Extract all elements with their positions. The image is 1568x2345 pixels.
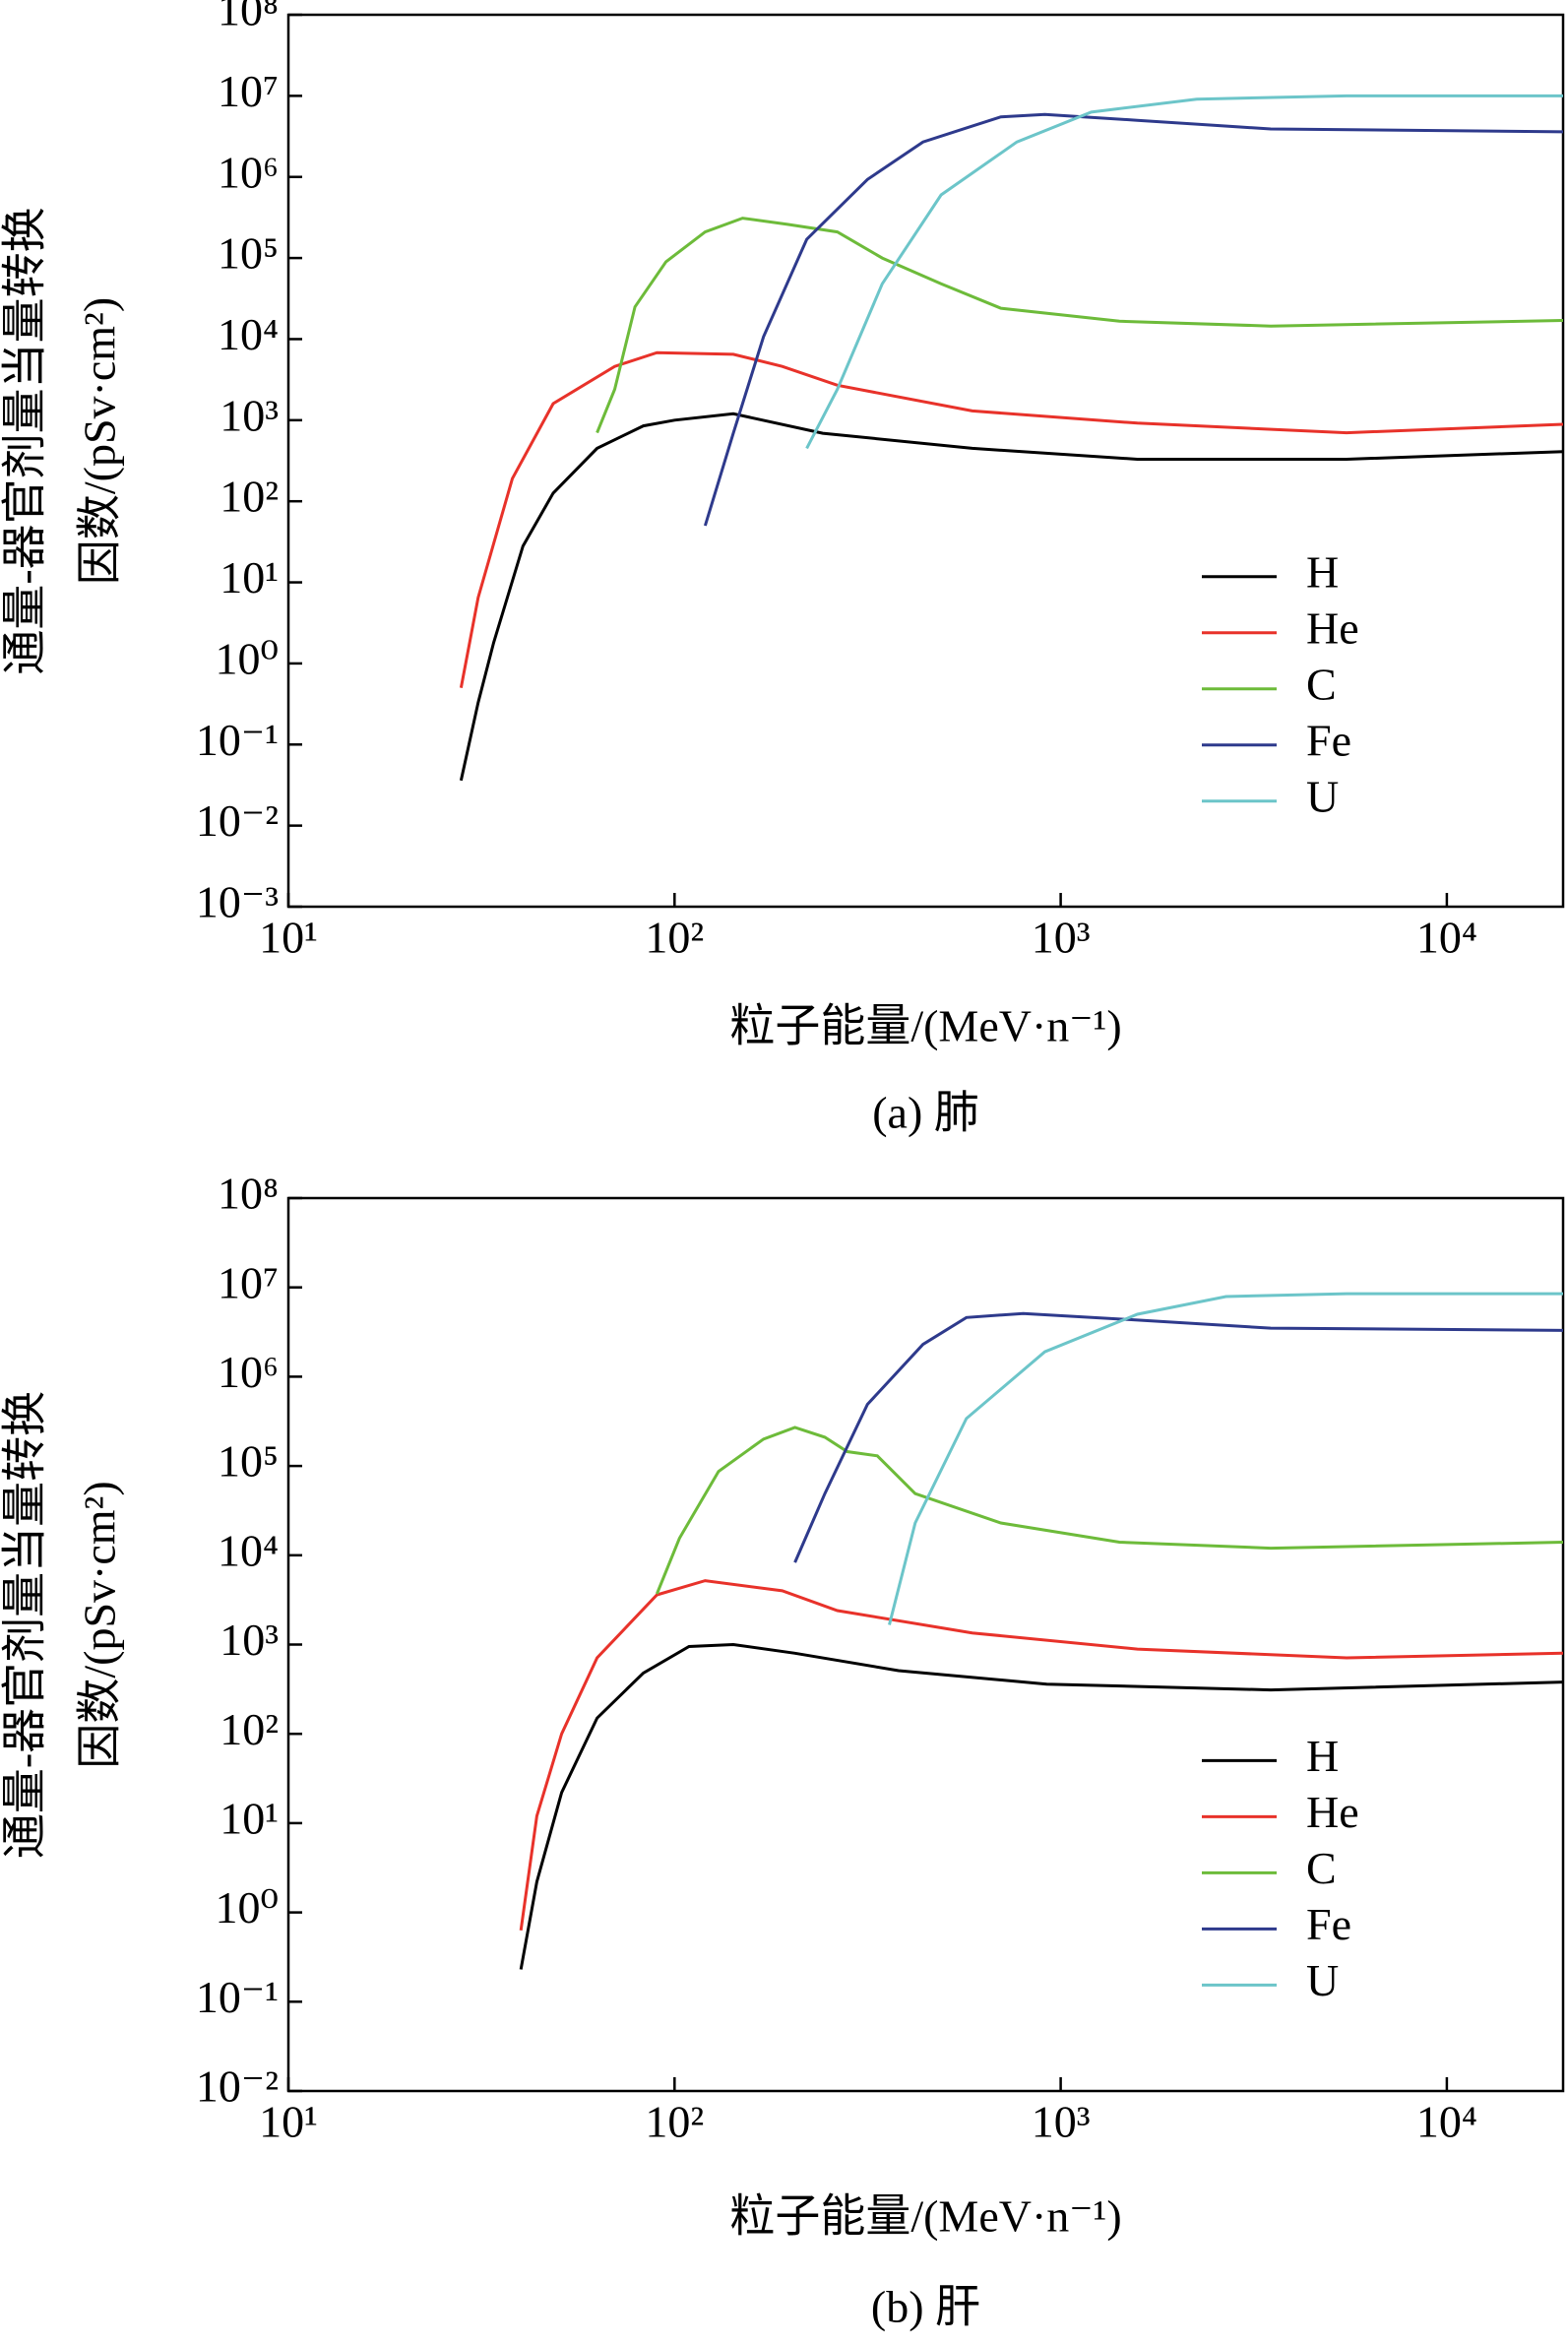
data-line xyxy=(459,412,1564,782)
y-tick-label: 10⁻² xyxy=(196,795,279,846)
y-tick-label: 10⁻¹ xyxy=(196,1972,279,2022)
y-tick-label: 10⁻¹ xyxy=(196,715,279,765)
x-tick-label: 10⁴ xyxy=(1416,913,1477,963)
x-tick-label: 10¹ xyxy=(259,2097,318,2147)
y-tick-label: 10³ xyxy=(220,390,279,440)
data-line xyxy=(793,1311,1564,1563)
legend-label: C xyxy=(1306,1843,1337,1893)
y-tick-label: 10² xyxy=(220,1704,279,1754)
y-tick-label: 10⁵ xyxy=(218,228,279,279)
data-line xyxy=(519,1642,1564,1970)
y-tick-label: 10⁶ xyxy=(218,1347,279,1397)
y-axis-label: 通量-器官剂量当量转换 xyxy=(0,207,50,674)
x-tick-label: 10¹ xyxy=(259,913,318,963)
data-line xyxy=(459,350,1564,688)
y-tick-label: 10⁻² xyxy=(196,2061,279,2112)
y-tick-label: 10⁶ xyxy=(218,147,279,197)
y-tick-label: 10⁷ xyxy=(218,66,279,116)
data-line xyxy=(703,112,1564,527)
plot-frame xyxy=(286,1196,1565,2093)
y-tick-label: 10⁴ xyxy=(218,309,279,359)
x-tick-label: 10³ xyxy=(1032,2097,1091,2147)
y-tick-label: 10² xyxy=(220,472,279,522)
y-tick-label: 10¹ xyxy=(220,552,279,602)
data-line xyxy=(519,1579,1564,1932)
legend-label: H xyxy=(1306,1731,1339,1781)
legend-label: Fe xyxy=(1306,1899,1351,1949)
y-tick-label: 10⁸ xyxy=(218,1169,279,1219)
data-line xyxy=(888,1292,1563,1625)
y-tick-label: 10⁸ xyxy=(218,0,279,35)
legend-label: U xyxy=(1306,1955,1339,2005)
legend-label: U xyxy=(1306,771,1339,821)
legend-label: He xyxy=(1306,602,1359,653)
y-tick-label: 10⁻³ xyxy=(196,877,279,927)
y-axis-label: 通量-器官剂量当量转换 xyxy=(0,1391,50,1859)
caption: (a) 肺 xyxy=(872,1088,979,1138)
y-axis-label: 因数/(pSv·cm²) xyxy=(75,297,125,585)
y-tick-label: 10⁴ xyxy=(218,1525,279,1575)
y-tick-label: 10⁵ xyxy=(218,1436,279,1487)
x-axis-label: 粒子能量/(MeV·n⁻¹) xyxy=(729,2191,1121,2242)
data-line xyxy=(596,217,1564,434)
y-tick-label: 10⁰ xyxy=(216,1882,279,1933)
x-tick-label: 10³ xyxy=(1032,913,1091,963)
legend-label: H xyxy=(1306,546,1339,597)
data-line xyxy=(805,94,1563,450)
y-axis-label: 因数/(pSv·cm²) xyxy=(75,1481,125,1768)
caption: (b) 肝 xyxy=(871,2282,980,2332)
x-axis-label: 粒子能量/(MeV·n⁻¹) xyxy=(729,1001,1121,1051)
x-tick-label: 10² xyxy=(645,2097,704,2147)
plot-frame xyxy=(286,13,1565,909)
legend-label: C xyxy=(1306,659,1337,709)
x-tick-label: 10² xyxy=(645,913,704,963)
y-tick-label: 10⁰ xyxy=(216,633,279,683)
y-tick-label: 10⁷ xyxy=(218,1257,279,1307)
y-tick-label: 10¹ xyxy=(220,1793,279,1843)
legend-label: Fe xyxy=(1306,715,1351,765)
y-tick-label: 10³ xyxy=(220,1615,279,1665)
data-line xyxy=(656,1426,1564,1595)
x-tick-label: 10⁴ xyxy=(1416,2097,1477,2147)
legend-label: He xyxy=(1306,1787,1359,1837)
